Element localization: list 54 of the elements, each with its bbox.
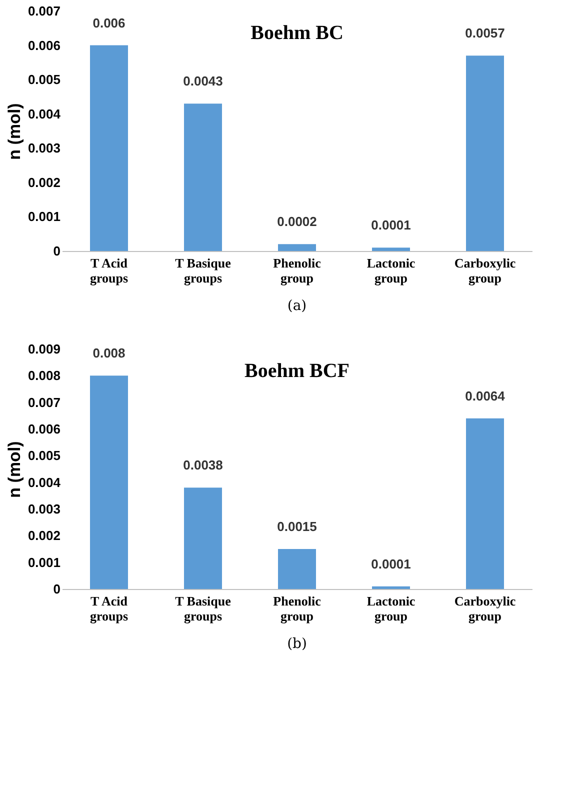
x-tick-label: Carboxylic group: [454, 594, 516, 624]
bar: [278, 244, 316, 251]
data-label: 0.0001: [371, 218, 411, 233]
x-tick-label: T Acid groups: [90, 256, 128, 286]
y-tick-label: 0.008: [28, 368, 60, 384]
y-tick-label: 0.005: [28, 448, 60, 464]
data-label: 0.0002: [277, 214, 317, 230]
x-tick-label: Carboxylic group: [454, 256, 516, 286]
y-tick-label: 0.004: [28, 106, 62, 122]
y-tick-label: 0.004: [28, 474, 62, 490]
y-tick-label: 0.007: [28, 394, 60, 410]
bar: [372, 248, 410, 251]
bar: [466, 418, 504, 589]
data-label: 0.0038: [183, 458, 223, 473]
y-tick-label: 0.005: [28, 72, 60, 88]
y-axis-title: n (mol): [4, 441, 24, 498]
text: Boehm BC: [250, 22, 344, 44]
bar: [90, 376, 128, 589]
y-tick-label: 0.006: [28, 38, 60, 53]
x-tick-label: T Basique groups: [175, 256, 232, 286]
x-tick-label: T Basique groups: [175, 594, 232, 624]
y-tick-label: 0.001: [28, 209, 60, 224]
data-label: 0.0043: [183, 74, 223, 89]
bar: [372, 586, 410, 589]
x-tick-label: Phenolic group: [273, 594, 322, 624]
bar: [90, 45, 128, 251]
data-label: 0.0001: [371, 556, 411, 572]
bar: [466, 56, 504, 251]
y-tick-label: 0.007: [28, 4, 60, 18]
data-label: 0.0064: [465, 388, 506, 404]
bar: [278, 549, 316, 589]
y-tick-label: 0.002: [28, 174, 60, 190]
data-label: 0.0057: [465, 26, 505, 41]
data-label: 0.0015: [277, 519, 317, 534]
y-tick-label: 0.006: [28, 422, 60, 436]
bar: [184, 488, 222, 589]
y-tick-label: 0.001: [28, 554, 60, 570]
x-tick-label: Lactonic group: [366, 594, 416, 624]
y-tick-label: 0: [53, 582, 60, 596]
y-tick-label: 0.003: [28, 140, 60, 156]
text: Boehm BCF: [244, 360, 350, 382]
y-tick-label: 0: [53, 244, 60, 258]
y-axis-title: n (mol): [4, 103, 24, 160]
x-tick-label: T Acid groups: [90, 594, 128, 624]
data-label: 0.006: [92, 15, 126, 30]
x-tick-label: Lactonic group: [366, 256, 416, 286]
bar: [184, 104, 222, 251]
y-tick-label: 0.003: [28, 502, 60, 516]
y-tick-label: 0.002: [28, 528, 60, 544]
text: (a): [287, 298, 307, 314]
data-label: 0.008: [92, 346, 126, 361]
y-tick-label: 0.009: [28, 342, 60, 356]
x-tick-label: Phenolic group: [273, 256, 322, 286]
text: (b): [287, 636, 307, 652]
